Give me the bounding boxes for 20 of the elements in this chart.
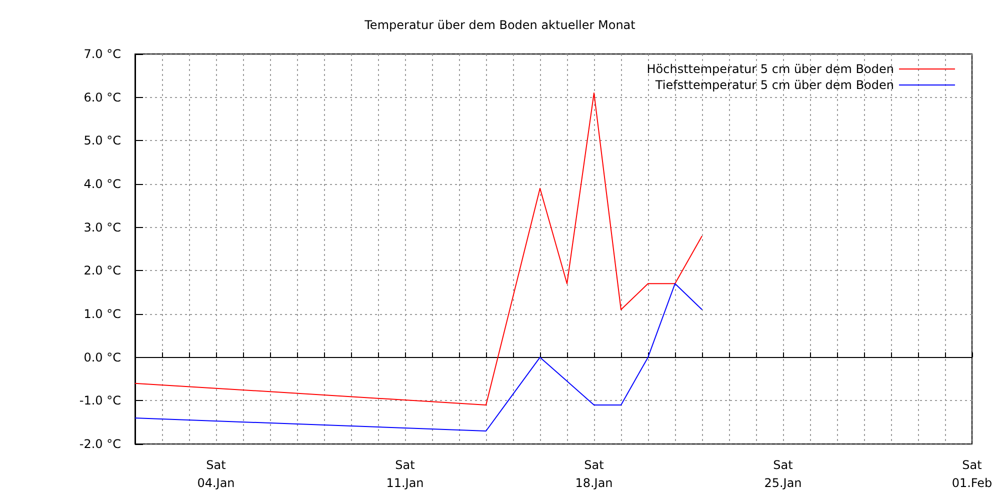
y-tick-label: 2.0 °C: [84, 264, 121, 278]
y-tick-label: 0.0 °C: [84, 350, 121, 364]
line-series: [134, 92, 702, 406]
x-tick-label: Sat 11.Jan: [386, 458, 424, 490]
y-tick-label: -2.0 °C: [79, 437, 121, 451]
y-tick-label: 7.0 °C: [84, 47, 121, 61]
x-tick-label: Sat 01.Feb: [952, 458, 992, 490]
y-tick-label: -1.0 °C: [79, 394, 121, 408]
chart-title: Temperatur über dem Boden aktueller Monat: [364, 18, 636, 32]
y-tick-label: 1.0 °C: [84, 307, 121, 321]
legend-label: Tiefsttemperatur 5 cm über dem Boden: [654, 78, 894, 92]
y-tick-label: 4.0 °C: [84, 177, 121, 191]
y-tick-label: 3.0 °C: [84, 220, 121, 234]
x-tick-label: Sat 25.Jan: [764, 458, 802, 490]
legend-label: Höchsttemperatur 5 cm über dem Boden: [646, 62, 894, 76]
y-tick-label: 6.0 °C: [84, 90, 121, 104]
y-tick-label: 5.0 °C: [84, 134, 121, 148]
line-series: [134, 283, 702, 432]
x-tick-label: Sat 18.Jan: [575, 458, 613, 490]
x-tick-label: Sat 04.Jan: [197, 458, 235, 490]
